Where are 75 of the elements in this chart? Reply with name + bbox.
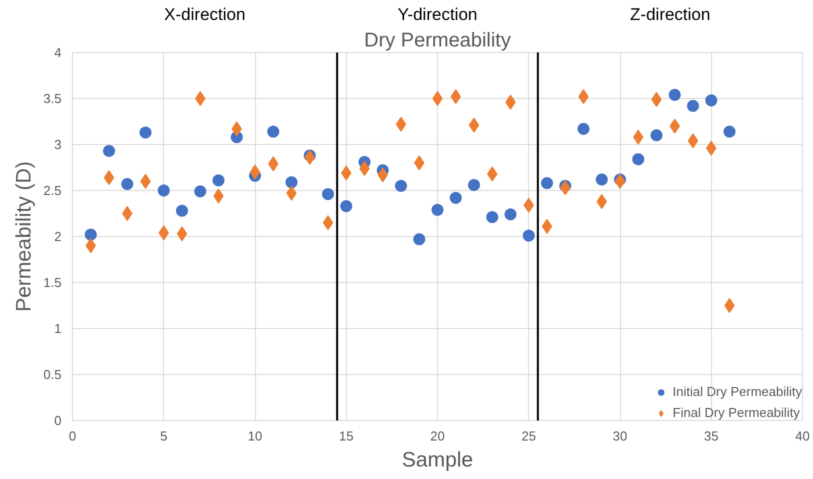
point: [651, 92, 662, 107]
point: [286, 186, 297, 201]
point: [396, 116, 406, 132]
point: [413, 233, 426, 246]
point: [213, 188, 224, 204]
y-axis-title: Permeability (D): [12, 161, 36, 312]
point: [432, 91, 443, 106]
point: [468, 178, 480, 191]
x-tick-label: 25: [522, 428, 536, 444]
point: [340, 200, 352, 212]
point: [212, 174, 224, 186]
x-tick-label: 20: [430, 428, 445, 444]
point: [395, 180, 407, 192]
point: [687, 100, 699, 112]
y-tick-label: 4: [54, 45, 62, 60]
x-tick-label: 10: [248, 428, 262, 444]
point: [122, 206, 132, 221]
y-tick-label: 3.5: [43, 91, 62, 106]
point: [176, 226, 188, 242]
point: [140, 126, 152, 139]
point: [322, 215, 334, 230]
x-tick-label: 35: [704, 428, 718, 444]
y-tick-label: 3: [54, 137, 62, 152]
point: [195, 91, 206, 106]
chart-title: Dry Permeability: [364, 30, 511, 52]
point: [504, 208, 516, 220]
point: [286, 176, 298, 188]
point: [84, 228, 97, 241]
point: [650, 129, 662, 142]
point: [359, 160, 370, 176]
point: [103, 144, 115, 157]
y-tick-label: 1.5: [43, 275, 62, 290]
point: [140, 174, 151, 189]
point: [705, 94, 718, 106]
point: [596, 173, 608, 186]
y-tick-label: 2: [54, 229, 62, 244]
point: [486, 211, 498, 224]
point: [322, 188, 334, 200]
point: [724, 126, 736, 138]
point: [614, 174, 626, 189]
point: [578, 122, 590, 135]
point: [432, 204, 444, 216]
x-tick-label: 5: [160, 428, 168, 444]
x-tick-label: 30: [612, 428, 628, 444]
point: [541, 177, 553, 190]
point: [450, 192, 462, 204]
x-axis-title: Sample: [402, 448, 474, 472]
point: [250, 164, 260, 180]
point: [724, 298, 735, 313]
point: [668, 88, 681, 101]
point: [505, 94, 516, 110]
point: [522, 230, 535, 242]
point: [688, 133, 698, 148]
point: [158, 184, 170, 196]
point: [267, 126, 280, 138]
x-tick-label: 15: [339, 428, 354, 444]
text: Z-direction: [630, 4, 710, 24]
point: [578, 89, 589, 104]
y-tick-label: 2.5: [43, 183, 62, 198]
point: [468, 118, 480, 133]
text: Y-direction: [398, 4, 478, 24]
x-tick-label: 40: [795, 428, 810, 444]
point: [194, 185, 206, 198]
x-tick-label: 0: [68, 428, 76, 444]
y-tick-label: 0: [54, 413, 62, 428]
legend-label: Initial Dry Permeability: [672, 384, 802, 399]
y-tick-label: 1: [54, 321, 62, 336]
point: [121, 178, 134, 190]
point: [176, 204, 188, 217]
point: [104, 170, 114, 186]
point: [632, 153, 644, 166]
y-tick-label: 0.5: [43, 367, 62, 382]
point: [542, 218, 552, 234]
text: X-direction: [164, 4, 246, 24]
legend-label: Final Dry Permeability: [672, 405, 800, 420]
